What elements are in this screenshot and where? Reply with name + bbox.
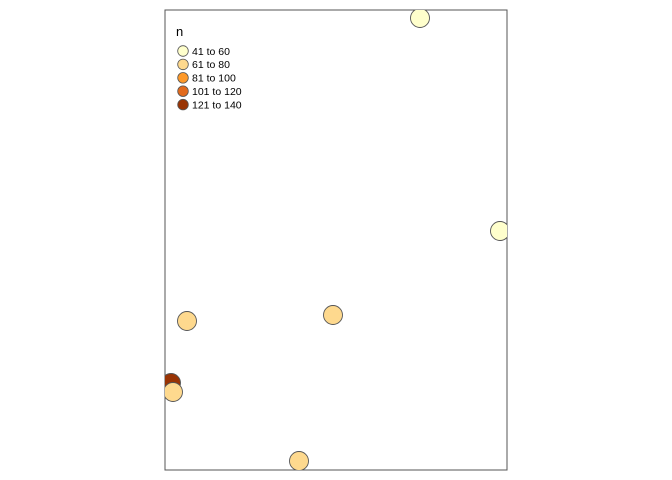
legend-label: 61 to 80	[192, 59, 230, 71]
legend-swatch	[177, 85, 189, 97]
legend-label: 101 to 120	[192, 86, 242, 98]
map-point-marker	[165, 382, 183, 402]
map-point-marker	[177, 311, 197, 331]
legend-swatch	[177, 45, 189, 57]
map-frame	[164, 9, 508, 471]
legend-label: 41 to 60	[192, 46, 230, 58]
map-point-marker	[289, 451, 309, 470]
map-point-marker	[323, 305, 343, 325]
map-point-marker	[490, 221, 507, 241]
legend-swatch	[177, 72, 189, 84]
legend-title: n	[176, 24, 183, 39]
legend-label: 121 to 140	[192, 99, 242, 111]
points-layer	[165, 10, 507, 470]
legend-swatch	[177, 58, 189, 71]
map-point-marker	[410, 10, 430, 28]
legend-label: 81 to 100	[192, 73, 236, 85]
legend-swatch	[177, 98, 189, 111]
